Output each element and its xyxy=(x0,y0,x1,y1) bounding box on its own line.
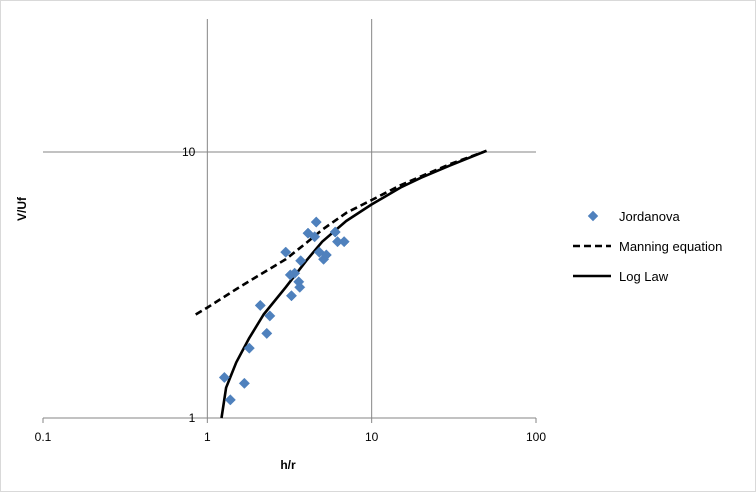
data-point xyxy=(295,255,307,267)
x-tick-label: 0.1 xyxy=(35,430,52,444)
series-layer xyxy=(195,149,487,419)
y-tick-label: 10 xyxy=(182,145,196,159)
legend: Jordanova Manning equation Log Law xyxy=(573,209,722,284)
data-point xyxy=(238,377,250,389)
data-point xyxy=(310,216,322,228)
data-point xyxy=(224,394,236,406)
x-axis-label: h/r xyxy=(280,458,296,472)
y-tick-label: 1 xyxy=(189,411,196,425)
series-line-1 xyxy=(195,149,487,316)
data-point xyxy=(289,267,301,279)
data-point xyxy=(243,342,255,354)
legend-label: Manning equation xyxy=(619,239,722,254)
data-point xyxy=(254,299,266,311)
data-point xyxy=(329,226,341,238)
legend-marker xyxy=(587,210,599,222)
data-point xyxy=(261,327,273,339)
legend-label: Jordanova xyxy=(619,209,680,224)
tick-labels: 0.1 1 10 100 1 10 xyxy=(35,145,547,444)
data-point xyxy=(309,231,321,243)
legend-label: Log Law xyxy=(619,269,669,284)
data-point xyxy=(218,371,230,384)
grid-lines xyxy=(42,19,537,423)
data-point xyxy=(264,310,276,322)
data-point xyxy=(285,290,298,302)
data-point xyxy=(294,281,306,293)
y-axis-label: V/Uf xyxy=(15,196,29,221)
data-point xyxy=(320,249,332,261)
data-point xyxy=(280,246,292,258)
data-point xyxy=(338,236,350,248)
x-tick-label: 100 xyxy=(526,430,546,444)
series-line-2 xyxy=(220,149,487,419)
x-tick-label: 10 xyxy=(365,430,379,444)
x-tick-label: 1 xyxy=(204,430,211,444)
